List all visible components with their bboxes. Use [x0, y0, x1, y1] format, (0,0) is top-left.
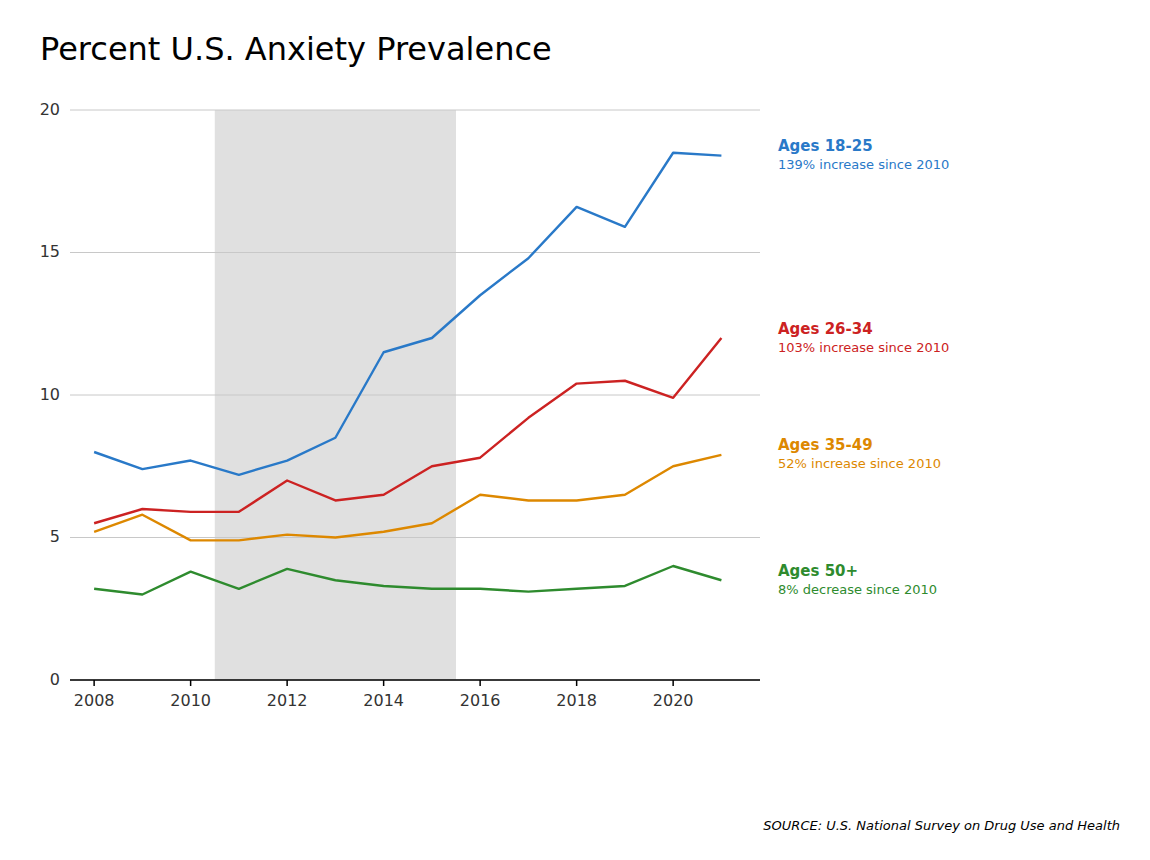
- x-tick: [93, 680, 95, 686]
- x-tick: [286, 680, 288, 686]
- series-line: [94, 153, 721, 475]
- x-tick-label: 2008: [74, 691, 115, 710]
- x-tick: [479, 680, 481, 686]
- grid-line: [70, 395, 760, 396]
- title: Percent U.S. Anxiety Prevalence: [40, 30, 552, 68]
- series-annotation: 103% increase since 2010: [778, 340, 949, 355]
- x-tick-label: 2014: [363, 691, 404, 710]
- series-annotation: 52% increase since 2010: [778, 456, 941, 471]
- x-tick-label: 2012: [267, 691, 308, 710]
- grid-line: [70, 110, 760, 111]
- y-tick-label: 15: [40, 242, 60, 261]
- x-axis: 2008 2010 2012 2014 2016 2018 2020: [70, 680, 760, 710]
- series-labels: Ages 18-25 139% increase since 2010 Ages 2…: [778, 137, 949, 597]
- x-axis-line: [70, 679, 760, 681]
- series-label: Ages 26-34: [778, 320, 873, 338]
- series-line: [94, 566, 721, 595]
- x-tick-label: 2020: [653, 691, 694, 710]
- y-tick-label: 0: [50, 670, 60, 689]
- x-tick-label: 2018: [556, 691, 597, 710]
- series-label: Ages 50+: [778, 562, 858, 580]
- series-label: Ages 35-49: [778, 436, 873, 454]
- grid-line: [70, 537, 760, 538]
- lines: [94, 153, 721, 595]
- y-tick-label: 10: [40, 385, 60, 404]
- series-line: [94, 338, 721, 523]
- series-annotation: 139% increase since 2010: [778, 157, 949, 172]
- grid-line: [70, 680, 760, 681]
- series-annotation: 8% decrease since 2010: [778, 582, 937, 597]
- x-tick: [190, 680, 192, 686]
- source: SOURCE: U.S. National Survey on Drug Use…: [763, 818, 1120, 833]
- x-tick-label: 2010: [170, 691, 211, 710]
- y-tick-label: 20: [40, 100, 60, 119]
- y-grid: 0 5 10 15 20: [40, 100, 760, 689]
- x-tick: [672, 680, 674, 686]
- x-tick: [383, 680, 385, 686]
- grid-line: [70, 252, 760, 253]
- series-label: Ages 18-25: [778, 137, 873, 155]
- series-line: [94, 455, 721, 540]
- x-tick: [576, 680, 578, 686]
- x-tick-label: 2016: [460, 691, 501, 710]
- chart: Percent U.S. Anxiety Prevalence051015202…: [0, 0, 1150, 860]
- y-tick-label: 5: [50, 527, 60, 546]
